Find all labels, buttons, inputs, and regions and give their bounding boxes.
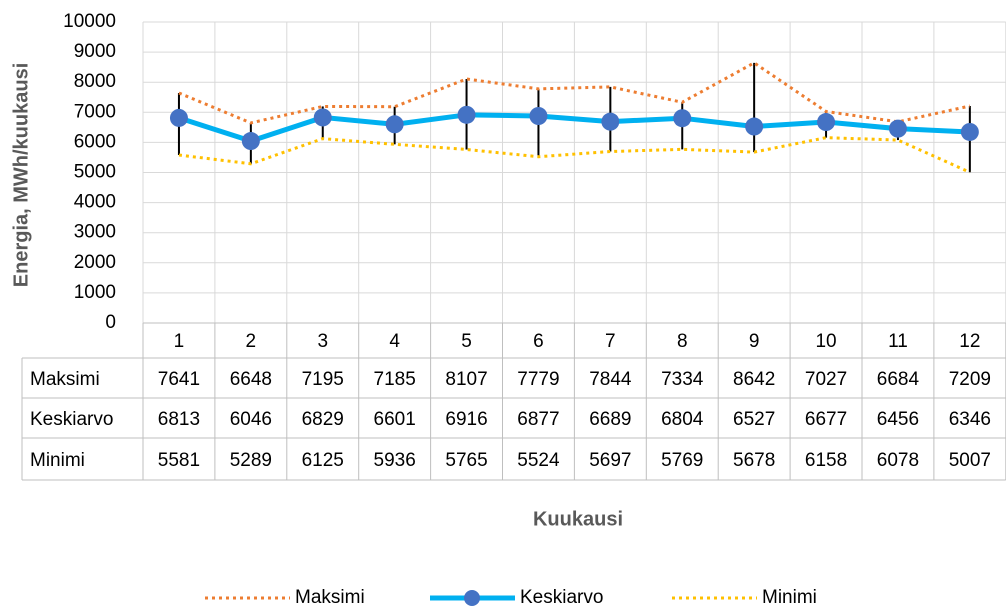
table-cell: 6125 xyxy=(302,450,344,471)
table-cell: 6813 xyxy=(158,409,200,430)
y-tick-label: 1000 xyxy=(74,282,116,303)
legend-label: Keskiarvo xyxy=(520,587,603,608)
table-cell: 5581 xyxy=(158,450,200,471)
x-tick-label: 11 xyxy=(888,331,908,352)
y-axis-title: Energia, MWh/kuukausi xyxy=(10,63,32,287)
table-cell: 6829 xyxy=(302,409,344,430)
table-cell: 5936 xyxy=(374,450,416,471)
marker xyxy=(888,119,907,138)
y-tick-label: 10000 xyxy=(63,11,116,32)
table-row-header: Minimi xyxy=(30,450,85,471)
table-cell: 7641 xyxy=(158,369,200,390)
y-tick-label: 8000 xyxy=(74,71,116,92)
marker xyxy=(601,112,620,131)
marker xyxy=(529,107,548,126)
x-tick-label: 12 xyxy=(959,331,980,352)
table-cell: 6078 xyxy=(877,450,919,471)
marker xyxy=(817,113,836,132)
table-cell: 5697 xyxy=(589,450,631,471)
y-tick-label: 0 xyxy=(105,312,116,333)
series-line xyxy=(178,112,970,144)
y-tick-label: 9000 xyxy=(74,41,116,62)
x-tick-label: 8 xyxy=(677,331,688,352)
y-tick-label: 4000 xyxy=(74,192,116,213)
table-cell: 6346 xyxy=(949,409,991,430)
table-cell: 5007 xyxy=(949,450,991,471)
x-tick-label: 6 xyxy=(533,331,544,352)
table-cell: 6046 xyxy=(230,409,272,430)
y-tick-label: 5000 xyxy=(74,162,116,183)
marker xyxy=(673,109,692,128)
table-cell: 6804 xyxy=(661,409,704,430)
x-tick-label: 5 xyxy=(461,331,472,352)
marker xyxy=(960,122,979,141)
marker xyxy=(745,117,764,136)
y-tick-label: 2000 xyxy=(74,252,116,273)
table-cell: 7844 xyxy=(589,369,632,390)
series-line xyxy=(178,136,971,174)
legend-label: Minimi xyxy=(762,587,817,608)
marker xyxy=(169,108,188,127)
y-tick-label: 7000 xyxy=(74,101,116,122)
table-cell: 5678 xyxy=(733,450,775,471)
table-cell: 6877 xyxy=(517,409,559,430)
table-cell: 7195 xyxy=(302,369,344,390)
marker xyxy=(385,115,404,134)
table-cell: 7185 xyxy=(374,369,416,390)
table-cell: 5765 xyxy=(445,450,487,471)
legend-label: Maksimi xyxy=(295,587,365,608)
table-cell: 5769 xyxy=(661,450,703,471)
table-cell: 6158 xyxy=(805,450,847,471)
marker xyxy=(313,108,332,127)
table-cell: 7779 xyxy=(517,369,559,390)
table-cell: 5524 xyxy=(517,450,560,471)
table-cell: 6689 xyxy=(589,409,631,430)
x-tick-label: 7 xyxy=(605,331,616,352)
x-tick-label: 2 xyxy=(246,331,257,352)
x-tick-label: 4 xyxy=(389,331,400,352)
table-cell: 6601 xyxy=(374,409,416,430)
marker xyxy=(241,132,260,151)
table-cell: 6456 xyxy=(877,409,919,430)
table-cell: 6916 xyxy=(445,409,487,430)
x-tick-label: 1 xyxy=(174,331,185,352)
table-row-header: Maksimi xyxy=(30,369,100,390)
table-cell: 5289 xyxy=(230,450,272,471)
marker xyxy=(457,105,476,124)
table-cell: 6527 xyxy=(733,409,775,430)
x-tick-label: 9 xyxy=(749,331,760,352)
legend-marker xyxy=(464,590,480,606)
table-cell: 8107 xyxy=(445,369,487,390)
table-cell: 7027 xyxy=(805,369,847,390)
x-tick-label: 10 xyxy=(815,331,836,352)
y-tick-label: 6000 xyxy=(74,131,116,152)
table-cell: 6684 xyxy=(877,369,920,390)
table-cell: 6677 xyxy=(805,409,847,430)
table-cell: 7209 xyxy=(949,369,991,390)
table-row-header: Keskiarvo xyxy=(30,409,113,430)
table-cell: 7334 xyxy=(661,369,704,390)
x-axis-title: Kuukausi xyxy=(533,508,623,530)
x-tick-label: 3 xyxy=(317,331,328,352)
table-cell: 6648 xyxy=(230,369,272,390)
y-tick-label: 3000 xyxy=(74,222,116,243)
table-cell: 8642 xyxy=(733,369,775,390)
